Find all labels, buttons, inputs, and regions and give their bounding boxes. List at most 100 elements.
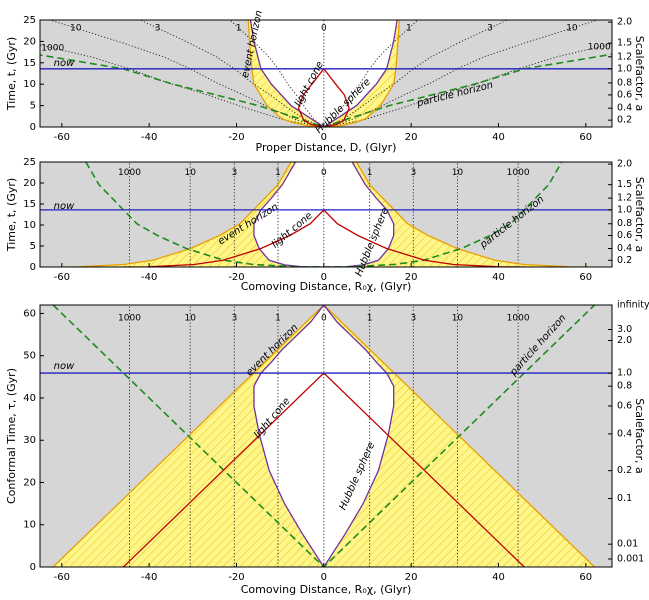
x-tick-label: 20 xyxy=(405,272,418,283)
y-tick-label: 20 xyxy=(23,178,36,189)
x-tick-label: 0 xyxy=(321,572,327,583)
x-tick-label: -60 xyxy=(54,132,70,143)
y2-tick-label: 0.6 xyxy=(617,400,632,411)
region-fill xyxy=(253,162,394,267)
y-axis-title: Time, t, (Gyr) xyxy=(5,37,18,111)
y2-tick-label: 0.8 xyxy=(617,381,632,392)
redshift-label: 1000 xyxy=(507,168,530,178)
x-tick-label: 20 xyxy=(405,132,418,143)
curve-label: now xyxy=(54,201,75,212)
redshift-label: 3 xyxy=(231,168,237,178)
y2-tick-label: 0.2 xyxy=(617,255,632,266)
redshift-label: 1 xyxy=(275,168,281,178)
x-tick-label: -20 xyxy=(228,132,244,143)
curve xyxy=(53,162,595,267)
redshift-label: 3 xyxy=(410,314,416,324)
curve xyxy=(249,20,398,127)
y-tick-label: 15 xyxy=(23,58,36,69)
curve-label: now xyxy=(54,361,75,372)
redshift-label: 10 xyxy=(566,24,578,34)
y-tick-label: 20 xyxy=(23,477,36,488)
y-tick-label: 40 xyxy=(23,393,36,404)
x-tick-label: 40 xyxy=(492,572,505,583)
redshift-label: 3 xyxy=(410,168,416,178)
redshift-label: 1 xyxy=(367,314,373,324)
x-tick-label: -40 xyxy=(141,132,157,143)
redshift-label: 0 xyxy=(321,314,327,324)
y-tick-label: 5 xyxy=(30,241,36,252)
world-line xyxy=(323,20,418,127)
world-line xyxy=(323,20,598,127)
y-axis-title: Time, t, (Gyr) xyxy=(5,178,18,252)
redshift-label: 1 xyxy=(367,168,373,178)
y2-tick-label: 0.6 xyxy=(617,89,632,100)
x-tick-label: 20 xyxy=(405,572,418,583)
y2-tick-label: 0.1 xyxy=(617,493,632,504)
redshift-label: 1000 xyxy=(118,168,141,178)
x-axis-title: Comoving Distance, R₀χ, (Glyr) xyxy=(241,280,412,293)
y2-tick-label: 0.4 xyxy=(617,428,632,439)
y-tick-label: 0 xyxy=(30,262,36,273)
curve xyxy=(85,162,563,267)
y2-axis-title: Scalefactor, a xyxy=(633,36,646,112)
y2-tick-label: 0.001 xyxy=(617,553,644,564)
redshift-label: 1 xyxy=(275,314,281,324)
y2-tick-label: 0.6 xyxy=(617,230,632,241)
y2-tick-label: 3.0 xyxy=(617,324,632,335)
y2-tick-label: 1.5 xyxy=(617,179,632,190)
curve xyxy=(253,162,395,267)
x-tick-label: -40 xyxy=(141,272,157,283)
redshift-label: 3 xyxy=(487,24,493,34)
curve xyxy=(52,305,596,567)
x-tick-label: 40 xyxy=(492,132,505,143)
redshift-label: 1000 xyxy=(118,314,141,324)
y2-tick-label: 0.4 xyxy=(617,103,632,114)
y2-tick-label: 2.0 xyxy=(617,159,632,170)
y2-tick-label: 1.2 xyxy=(617,193,632,204)
y2-tick-label: 2.0 xyxy=(617,335,632,346)
x-tick-label: -60 xyxy=(54,572,70,583)
x-tick-label: 0 xyxy=(321,132,327,143)
redshift-label: 10 xyxy=(184,314,196,324)
redshift-label: 1000 xyxy=(588,42,611,52)
plot-frame xyxy=(39,304,613,568)
redshift-label: 10 xyxy=(452,314,464,324)
redshift-label: 10 xyxy=(452,168,464,178)
curve xyxy=(52,305,595,567)
x-tick-label: -20 xyxy=(228,572,244,583)
redshift-label: 10 xyxy=(70,24,82,34)
x-tick-label: 60 xyxy=(579,272,592,283)
y-tick-label: 25 xyxy=(23,15,36,26)
y2-axis-title: Scalefactor, a xyxy=(633,177,646,253)
region-fill xyxy=(253,305,394,567)
y2-tick-label: 0.01 xyxy=(617,539,638,550)
y2-tick-label: 0.2 xyxy=(617,465,632,476)
world-line xyxy=(229,20,325,127)
y-tick-label: 60 xyxy=(23,308,36,319)
y2-tick-label: 1.0 xyxy=(617,204,632,215)
x-axis-title: Proper Distance, D, (Glyr) xyxy=(256,141,397,154)
curve xyxy=(247,20,401,127)
y2-tick-label: 2.0 xyxy=(617,17,632,28)
y2-tick-label: 1.2 xyxy=(617,51,632,62)
redshift-label: 1000 xyxy=(507,314,530,324)
y-tick-label: 15 xyxy=(23,199,36,210)
y2-tick-label: 0.8 xyxy=(617,77,632,88)
y-tick-label: 25 xyxy=(23,157,36,168)
y2-tick-label: 1.5 xyxy=(617,38,632,49)
y2-tick-label: infinity xyxy=(617,300,649,311)
region-fill xyxy=(250,20,398,127)
curve-label: now xyxy=(54,58,75,69)
y-tick-label: 20 xyxy=(23,36,36,47)
y2-tick-label: 0.2 xyxy=(617,115,632,126)
y-tick-label: 0 xyxy=(30,122,36,133)
world-line xyxy=(323,20,508,127)
x-tick-label: 60 xyxy=(579,572,592,583)
redshift-label: 1 xyxy=(406,24,412,34)
y2-tick-label: 0.8 xyxy=(617,218,632,229)
curve xyxy=(253,305,395,567)
x-tick-label: -20 xyxy=(228,272,244,283)
redshift-label: 0 xyxy=(321,168,327,178)
y-tick-label: 10 xyxy=(23,220,36,231)
